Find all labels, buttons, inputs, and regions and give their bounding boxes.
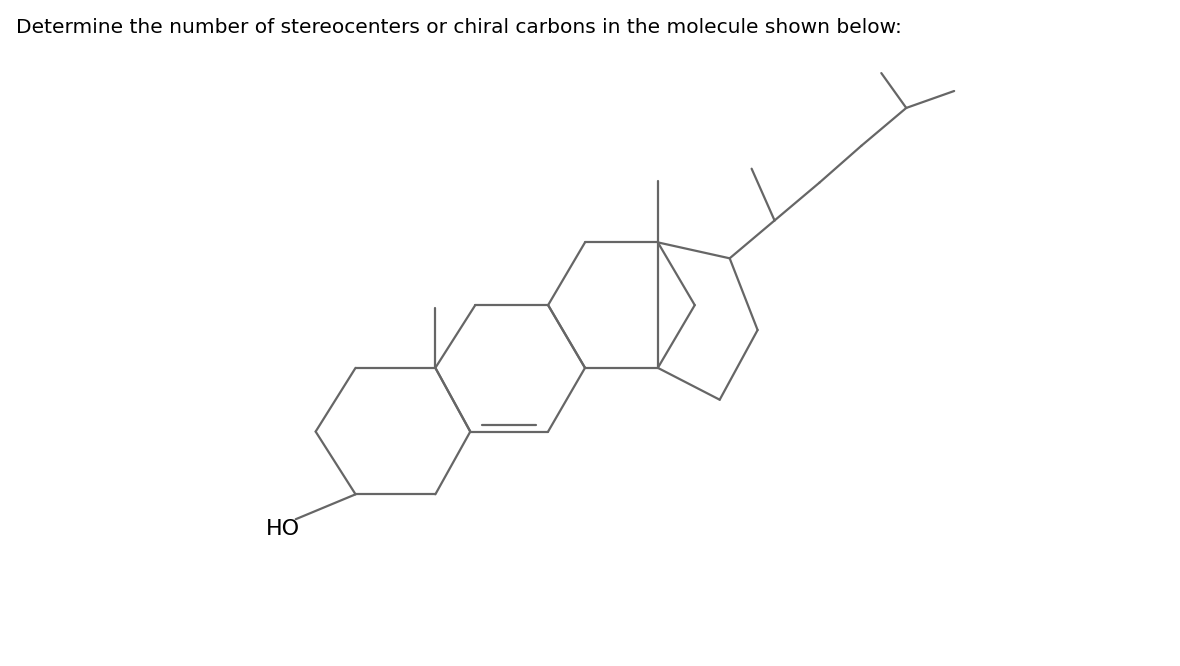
Text: Determine the number of stereocenters or chiral carbons in the molecule shown be: Determine the number of stereocenters or… xyxy=(15,18,902,37)
Text: HO: HO xyxy=(266,519,300,539)
